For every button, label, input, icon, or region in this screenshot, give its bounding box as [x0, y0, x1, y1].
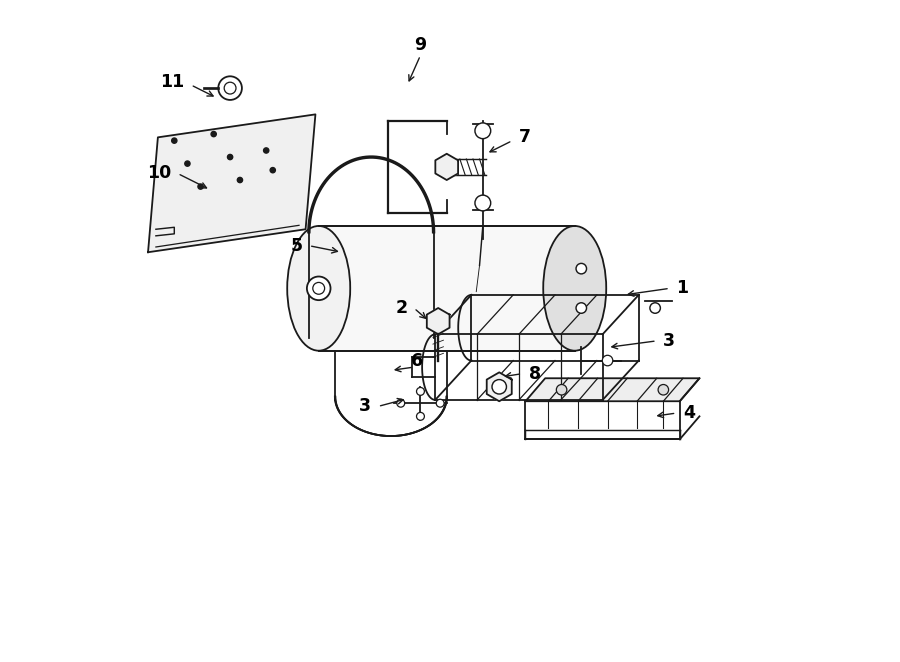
Circle shape [219, 76, 242, 100]
Circle shape [658, 385, 669, 395]
Text: 3: 3 [663, 332, 675, 350]
Circle shape [228, 154, 233, 160]
Polygon shape [487, 372, 512, 401]
Circle shape [475, 123, 491, 138]
Circle shape [238, 177, 243, 183]
Polygon shape [526, 378, 699, 401]
Circle shape [417, 387, 425, 395]
Text: 5: 5 [290, 236, 302, 255]
Circle shape [576, 263, 587, 274]
Circle shape [436, 399, 444, 407]
Circle shape [270, 167, 275, 173]
Circle shape [576, 303, 587, 313]
Circle shape [172, 138, 177, 143]
Circle shape [397, 399, 405, 407]
Text: 2: 2 [395, 299, 408, 317]
Polygon shape [427, 308, 450, 334]
Circle shape [475, 195, 491, 211]
Circle shape [556, 385, 567, 395]
Text: 4: 4 [683, 404, 695, 422]
Text: 1: 1 [677, 279, 688, 297]
Circle shape [602, 355, 613, 366]
Circle shape [184, 161, 190, 166]
Text: 8: 8 [529, 365, 541, 383]
Text: 3: 3 [359, 397, 371, 416]
Circle shape [212, 132, 216, 136]
Text: 7: 7 [519, 128, 531, 146]
FancyBboxPatch shape [319, 226, 575, 351]
Circle shape [224, 82, 236, 94]
Text: 6: 6 [411, 352, 423, 369]
Circle shape [650, 303, 661, 313]
Circle shape [198, 184, 203, 189]
Text: 10: 10 [147, 164, 171, 183]
Polygon shape [436, 154, 458, 180]
Circle shape [492, 379, 507, 394]
Ellipse shape [544, 226, 607, 351]
Text: 11: 11 [160, 73, 184, 91]
Ellipse shape [287, 226, 350, 351]
Polygon shape [148, 115, 315, 252]
Circle shape [264, 148, 269, 153]
Circle shape [307, 277, 330, 300]
Text: 9: 9 [414, 36, 427, 54]
Circle shape [313, 283, 325, 294]
Circle shape [417, 412, 425, 420]
